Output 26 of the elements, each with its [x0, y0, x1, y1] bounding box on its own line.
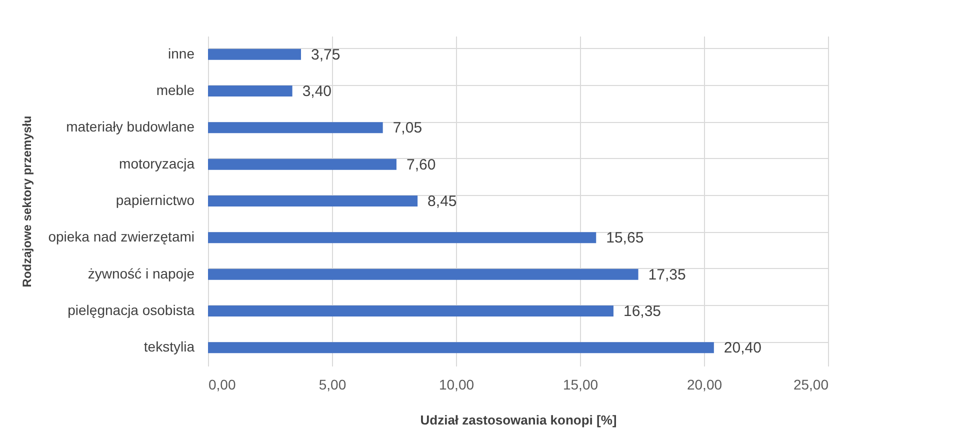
y-tick-label: meble [156, 82, 195, 98]
y-axis-title: Rodzajowe sektory przemysłu [20, 116, 34, 288]
x-tick-label: 20,00 [686, 376, 722, 392]
y-tick-label: tekstylia [144, 338, 195, 355]
data-label: 7,60 [406, 156, 436, 174]
y-tick-label: pielęgnacja osobista [68, 302, 195, 318]
data-label: 16,35 [623, 303, 662, 320]
y-tick-label: motoryzacja [119, 155, 195, 172]
x-tick-label: 0,00 [208, 376, 236, 392]
y-tick-label: materiały budowlane [66, 118, 195, 135]
data-label: 17,35 [648, 266, 686, 284]
y-tick-label: papiernictwo [116, 192, 195, 208]
x-tick-label: 5,00 [318, 376, 346, 392]
x-axis-title: Udział zastosowania konopi [%] [420, 412, 617, 428]
data-label: 3,75 [311, 46, 340, 64]
y-tick-label: inne [168, 45, 195, 62]
x-tick-label: 25,00 [793, 376, 829, 392]
y-tick-label: żywność i napoje [88, 265, 195, 282]
data-label: 20,40 [724, 340, 762, 357]
data-label: 15,65 [606, 230, 644, 247]
x-tick-label: 10,00 [438, 376, 474, 392]
data-label: 7,05 [392, 120, 422, 137]
y-tick-label: opieka nad zwierzętami [48, 228, 194, 245]
x-tick-label: 15,00 [562, 376, 598, 392]
data-label: 3,40 [302, 83, 332, 100]
data-label: 8,45 [428, 193, 457, 210]
